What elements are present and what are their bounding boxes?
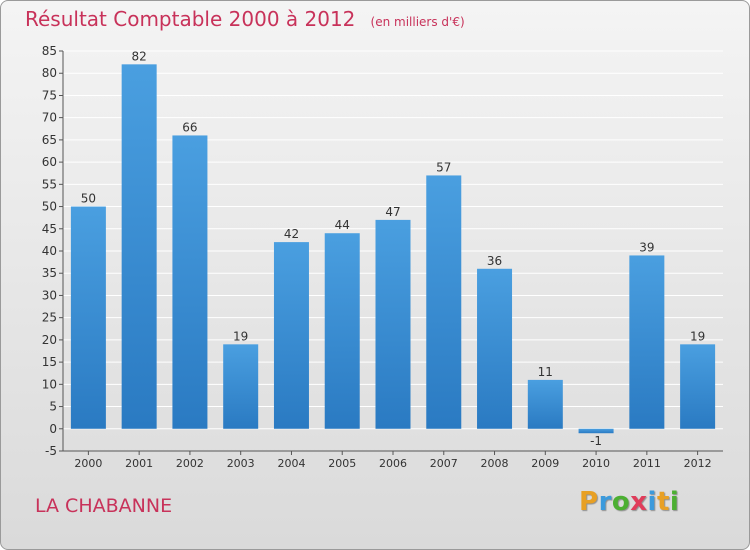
bar-2005 [324, 233, 360, 429]
bar-value-label: 19 [690, 329, 705, 343]
bar-2006 [375, 219, 411, 429]
y-tick-label: 0 [49, 422, 57, 436]
y-tick-label: 75 [42, 88, 57, 102]
bar-2012 [680, 344, 716, 429]
bar-value-label: 50 [81, 192, 96, 206]
x-tick-label: 2004 [277, 457, 305, 470]
bar-2001 [121, 64, 157, 429]
y-tick-label: 45 [42, 222, 57, 236]
y-tick-label: 35 [42, 266, 57, 280]
x-tick-label: 2011 [633, 457, 661, 470]
bar-value-label: 39 [639, 240, 654, 254]
bar-2003 [223, 344, 259, 429]
x-tick-label: 2006 [379, 457, 407, 470]
bar-2004 [273, 242, 309, 429]
y-tick-label: 30 [42, 288, 57, 302]
logo-letter: o [611, 487, 631, 517]
y-tick-label: 80 [42, 66, 57, 80]
logo-letter: x [630, 487, 648, 517]
logo-letter: r [598, 487, 612, 517]
bar-value-label: 11 [538, 365, 553, 379]
y-tick-label: 55 [42, 177, 57, 191]
y-tick-label: 15 [42, 355, 57, 369]
bar-value-label: 82 [132, 49, 147, 63]
x-tick-label: 2008 [481, 457, 509, 470]
bar-2000 [70, 206, 106, 429]
x-tick-label: 2002 [176, 457, 204, 470]
bar-value-label: 36 [487, 254, 502, 268]
y-tick-label: -5 [45, 444, 57, 458]
chart-title: Résultat Comptable 2000 à 2012 [25, 7, 356, 31]
logo-letter: P [579, 487, 599, 517]
bar-2009 [527, 379, 563, 429]
commune-name: LA CHABANNE [35, 495, 173, 517]
x-tick-label: 2003 [227, 457, 255, 470]
bar-value-label: -1 [590, 434, 602, 448]
y-tick-label: 60 [42, 155, 57, 169]
y-tick-label: 65 [42, 133, 57, 147]
y-tick-label: 50 [42, 200, 57, 214]
x-tick-label: 2009 [531, 457, 559, 470]
y-tick-label: 25 [42, 311, 57, 325]
logo-letter: i [647, 487, 657, 517]
logo-letter: i [669, 487, 680, 517]
y-tick-label: 85 [42, 44, 57, 58]
bar-2008 [477, 268, 513, 429]
bar-value-label: 42 [284, 227, 299, 241]
bar-2010 [578, 428, 614, 434]
logo-letter: t [656, 487, 670, 517]
y-tick-label: 40 [42, 244, 57, 258]
chart-unit: (en milliers d'€) [370, 15, 465, 29]
x-tick-label: 2000 [74, 457, 102, 470]
y-tick-label: 20 [42, 333, 57, 347]
chart-title-block: Résultat Comptable 2000 à 2012 (en milli… [25, 7, 465, 31]
bar-value-label: 47 [385, 205, 400, 219]
y-tick-label: 5 [49, 400, 57, 414]
bar-value-label: 19 [233, 329, 248, 343]
proxiti-logo: Proxiti [579, 487, 679, 517]
x-tick-label: 2007 [430, 457, 458, 470]
bar-value-label: 66 [182, 120, 197, 134]
bar-value-label: 57 [436, 160, 451, 174]
x-tick-label: 2010 [582, 457, 610, 470]
bar-2002 [172, 135, 208, 429]
y-tick-label: 10 [42, 377, 57, 391]
x-tick-label: 2005 [328, 457, 356, 470]
x-tick-label: 2001 [125, 457, 153, 470]
bar-2007 [426, 175, 462, 429]
x-tick-label: 2012 [684, 457, 712, 470]
y-tick-label: 70 [42, 111, 57, 125]
bar-value-label: 44 [335, 218, 350, 232]
bar-2011 [629, 255, 665, 429]
